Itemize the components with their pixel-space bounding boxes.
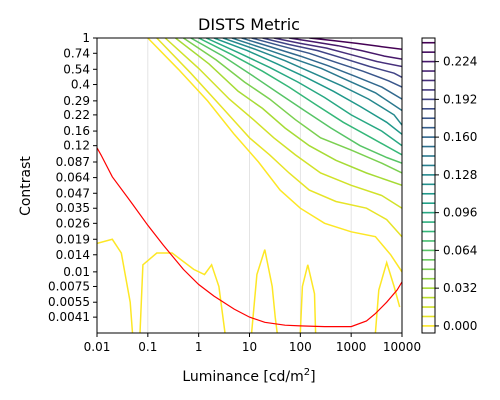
y-tick-label: 0.0041: [48, 310, 90, 324]
contour-line: [262, 38, 402, 79]
contour-line: [273, 38, 402, 68]
y-tick-label: 0.026: [56, 216, 90, 230]
y-tick-label: 0.064: [56, 171, 90, 185]
y-tick-label: 0.74: [63, 46, 90, 60]
x-tick-label: 1000: [336, 340, 367, 354]
threshold-curve: [97, 147, 402, 328]
colorbar: 0.000 0.032 0.064 0.096 0.128 0.160 0.192 0.224: [421, 37, 477, 334]
x-tick-label: 1: [195, 340, 203, 354]
contour-lines: [97, 38, 402, 333]
y-tick-label: 0.12: [63, 139, 90, 153]
colorbar-levels: [422, 41, 435, 327]
chart-title: DISTS Metric: [198, 15, 300, 34]
contour-line: [97, 238, 134, 333]
y-tick-label: 0.0075: [48, 279, 90, 293]
x-tick-label: 100: [289, 340, 312, 354]
x-tick-label: 10000: [383, 340, 421, 354]
y-tick-label: 0.087: [56, 155, 90, 169]
colorbar-tick-label: 0.064: [443, 243, 477, 257]
threshold-curve-layer: [97, 147, 402, 328]
contour-line: [156, 38, 402, 238]
contour-line: [299, 264, 317, 333]
contour-line: [182, 38, 402, 174]
x-tick-label: 0.01: [84, 340, 111, 354]
grid-lines: [96, 38, 403, 333]
x-tick-label: 10: [242, 340, 257, 354]
contour-line: [175, 38, 402, 187]
contour-line: [288, 38, 402, 60]
contour-line: [198, 38, 402, 156]
contour-line: [251, 38, 402, 88]
colorbar-frame: [421, 37, 436, 334]
contour-line: [190, 38, 402, 164]
colorbar-tick-label: 0.000: [443, 319, 477, 333]
y-tick-label: 0.16: [63, 124, 90, 138]
y-axis-label: Contrast: [18, 156, 34, 216]
contour-line: [147, 38, 402, 273]
plot-area: [96, 37, 403, 334]
contour-line: [213, 38, 402, 135]
contour-line: [374, 259, 401, 333]
contour-line: [205, 38, 402, 147]
y-tick-label: 0.0055: [48, 295, 90, 309]
contour-line: [164, 38, 402, 209]
contour-line: [139, 252, 226, 333]
y-tick-label: 0.019: [56, 232, 90, 246]
colorbar-tick-label: 0.128: [443, 168, 477, 182]
colorbar-tick-label: 0.224: [443, 55, 477, 69]
contour-line: [231, 38, 402, 112]
y-tick-label: 0.29: [63, 94, 90, 108]
colorbar-ticks: 0.000 0.032 0.064 0.096 0.128 0.160 0.192 0.224: [435, 55, 477, 333]
x-axis-label: Luminance [cd/m2]: [182, 367, 315, 385]
y-axis-ticks: 10.740.540.40.290.220.160.120.0870.0640.…: [48, 31, 97, 324]
y-tick-label: 0.014: [56, 248, 90, 262]
colorbar-tick-label: 0.160: [443, 130, 477, 144]
y-tick-label: 1: [82, 31, 90, 45]
y-tick-label: 0.035: [56, 201, 90, 215]
contour-line: [222, 38, 402, 126]
y-tick-label: 0.01: [63, 265, 90, 279]
contour-line: [241, 38, 402, 100]
x-tick-label: 0.1: [138, 340, 157, 354]
x-axis-ticks: 0.01 0.1 1 10 100 1000 10000: [84, 333, 421, 354]
y-tick-label: 0.22: [63, 108, 90, 122]
y-tick-label: 0.4: [71, 78, 90, 92]
y-tick-label: 0.54: [63, 62, 90, 76]
contour-line: [250, 249, 278, 333]
contour-line: [309, 38, 402, 51]
y-tick-label: 0.047: [56, 186, 90, 200]
colorbar-tick-label: 0.192: [443, 92, 477, 106]
colorbar-tick-label: 0.096: [443, 206, 477, 220]
colorbar-tick-label: 0.032: [443, 281, 477, 295]
